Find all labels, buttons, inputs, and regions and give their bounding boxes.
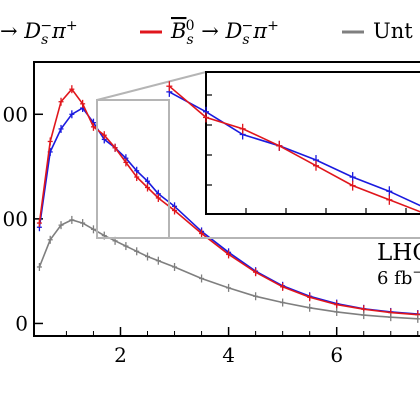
zoom-box: [96, 99, 170, 239]
experiment-label: LHC 6 fb−1: [377, 240, 420, 289]
x-tick-label: 6: [330, 343, 343, 367]
y-tick-label: 00: [3, 207, 28, 231]
x-axis: 2 4 6: [65, 327, 419, 367]
legend-entry-3-label: Unt: [373, 19, 413, 43]
y-tick-label: 0: [15, 311, 28, 335]
inset-series-line-2: [168, 85, 420, 213]
series-line-3: [38, 219, 418, 320]
x-tick-label: 2: [114, 343, 127, 367]
y-tick-label: 00: [3, 102, 28, 126]
inset-axes: [206, 94, 407, 214]
inset-series-line-1: [168, 91, 420, 207]
luminosity-label: 6 fb−1: [377, 265, 420, 289]
legend-entry-1-label: → Ds−π+: [0, 18, 78, 48]
zoom-guide-top: [96, 71, 207, 101]
series-line-1: [38, 106, 418, 315]
legend-entry-2-label: Bs0 → Ds−π+: [170, 18, 279, 48]
experiment-name: LHC: [377, 240, 420, 266]
x-tick-label: 4: [222, 343, 235, 367]
inset: [166, 71, 420, 215]
zoom-guides: [96, 71, 420, 239]
legend: → Ds−π+ Bs0 → Ds−π+ Unt: [0, 18, 413, 48]
series-line-2: [38, 87, 418, 316]
plot-frame: [33, 61, 420, 337]
inset-frame: [205, 71, 420, 215]
inset-series-layer: [166, 81, 420, 213]
